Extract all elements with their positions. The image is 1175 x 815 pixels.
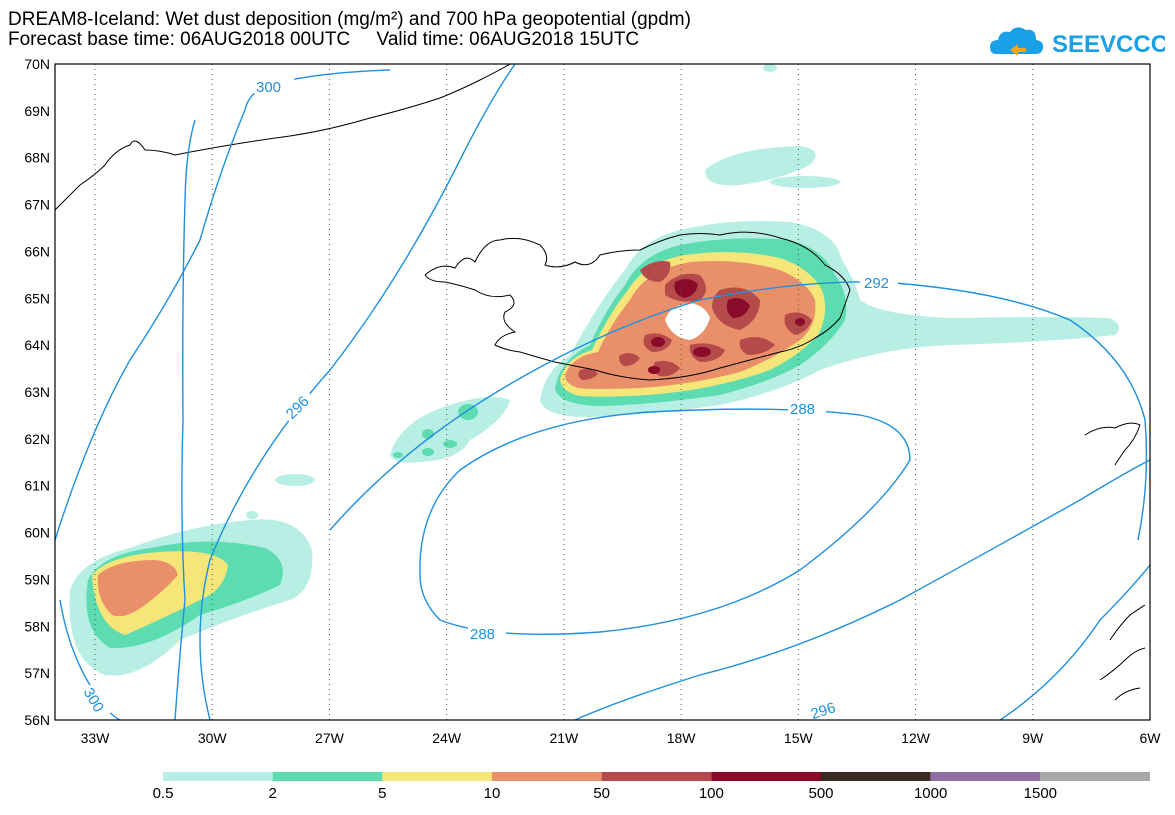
lat-label: 57N — [24, 665, 50, 681]
dust-area-iceland-50 — [578, 368, 598, 380]
dust-patch — [443, 440, 457, 448]
legend-swatch — [601, 772, 712, 781]
contour-label-288-north: 288 — [790, 401, 815, 418]
lat-label: 59N — [24, 571, 50, 587]
lon-label: 33W — [81, 730, 111, 746]
coastline-norway — [1099, 604, 1146, 701]
cloud-icon: SEEVCCC — [990, 27, 1168, 58]
lat-label: 56N — [24, 712, 50, 728]
legend-label: 1000 — [914, 785, 947, 802]
dust-free-area — [665, 303, 710, 340]
latitude-labels: 70N 69N 68N 67N 66N 65N 64N 63N 62N 61N 60N 59N 58N 5… — [24, 56, 50, 728]
lon-label: 6W — [1140, 730, 1162, 746]
legend-swatch — [492, 772, 602, 781]
dust-area-iceland-100 — [795, 318, 805, 326]
lat-label: 58N — [24, 618, 50, 634]
legend-label: 0.5 — [153, 785, 174, 802]
dust-patch — [246, 511, 258, 519]
geopotential-contours — [55, 64, 1150, 720]
legend-label: 5 — [378, 785, 386, 802]
dust-area-iceland-100 — [648, 366, 660, 374]
longitude-labels: 33W 30W 27W 24W 21W 18W 15W 12W 9W 6W — [81, 730, 1162, 746]
dust-area-iceland-100 — [651, 337, 665, 347]
color-legend: 0.5 2 5 10 50 100 500 1000 1500 — [153, 772, 1150, 802]
lat-label: 68N — [24, 150, 50, 166]
contour-label-288-south: 288 — [470, 626, 495, 643]
coastline-iceland — [424, 231, 851, 381]
lat-label: 63N — [24, 384, 50, 400]
lon-label: 18W — [667, 730, 697, 746]
dust-area-iceland-100 — [674, 278, 698, 298]
dust-patch — [770, 176, 840, 188]
dust-area-sw-10 — [97, 560, 178, 617]
dust-area-iceland-50 — [640, 261, 671, 282]
coastlines — [55, 64, 1146, 701]
legend-swatch — [163, 772, 273, 781]
lat-label: 69N — [24, 103, 50, 119]
dust-area-north-0.5 — [705, 146, 816, 186]
contour-288 — [419, 408, 911, 635]
contour-label-300: 300 — [256, 79, 281, 96]
lon-label: 21W — [549, 730, 579, 746]
legend-label: 2 — [268, 785, 276, 802]
dust-patch — [422, 429, 434, 439]
contour-296-south — [574, 459, 1150, 720]
contour-label-292: 292 — [864, 275, 889, 292]
lat-label: 60N — [24, 525, 50, 541]
lat-label: 70N — [24, 56, 50, 72]
dust-area-iceland-100 — [726, 298, 750, 318]
contour-292-east — [329, 281, 1148, 541]
lon-label: 15W — [784, 730, 814, 746]
chart-title: DREAM8-Iceland: Wet dust deposition (mg/… — [8, 9, 691, 30]
legend-swatch — [711, 772, 821, 781]
lat-label: 62N — [24, 431, 50, 447]
logo-text: SEEVCCC — [1052, 31, 1165, 58]
chart-subtitle: Forecast base time: 06AUG2018 00UTC Vali… — [8, 29, 640, 50]
contour-300-south — [999, 564, 1150, 720]
dust-area-iceland-50 — [619, 353, 640, 366]
dust-area-iceland-50 — [739, 336, 775, 355]
contour-label-296-south: 296 — [809, 699, 838, 723]
coastline-faroes — [1084, 422, 1141, 466]
dust-area-iceland-50 — [653, 360, 680, 377]
lat-label: 65N — [24, 290, 50, 306]
legend-swatch — [1040, 772, 1150, 781]
dust-patch — [393, 452, 403, 458]
lon-label: 9W — [1022, 730, 1044, 746]
legend-swatch — [272, 772, 383, 781]
seevccc-logo: SEEVCCC — [990, 20, 1168, 60]
lat-label: 67N — [24, 197, 50, 213]
dust-area-iceland-100 — [693, 347, 711, 357]
dust-patch — [422, 448, 434, 456]
legend-label: 500 — [808, 785, 833, 802]
dust-patch — [763, 64, 777, 72]
lat-label: 66N — [24, 243, 50, 259]
dust-area-patches-0.5 — [390, 396, 510, 463]
lon-label: 30W — [198, 730, 228, 746]
legend-swatch — [930, 772, 1041, 781]
contour-300-north — [55, 69, 391, 541]
legend-label: 10 — [484, 785, 501, 802]
lon-label: 12W — [901, 730, 931, 746]
contour-296 — [199, 64, 516, 720]
lon-label: 27W — [315, 730, 345, 746]
lon-label: 24W — [432, 730, 462, 746]
lat-label: 61N — [24, 478, 50, 494]
dust-patch — [275, 474, 315, 486]
coastline-greenland — [55, 64, 511, 211]
contour-292 — [174, 119, 196, 720]
dust-patch — [458, 404, 478, 420]
legend-label: 50 — [593, 785, 610, 802]
legend-swatch — [821, 772, 931, 781]
map-frame — [54, 63, 1151, 721]
contour-labels: 300 296 292 288 288 296 300 — [77, 76, 898, 724]
legend-label: 100 — [699, 785, 724, 802]
lat-label: 64N — [24, 337, 50, 353]
legend-swatch — [382, 772, 492, 781]
legend-label: 1500 — [1024, 785, 1057, 802]
